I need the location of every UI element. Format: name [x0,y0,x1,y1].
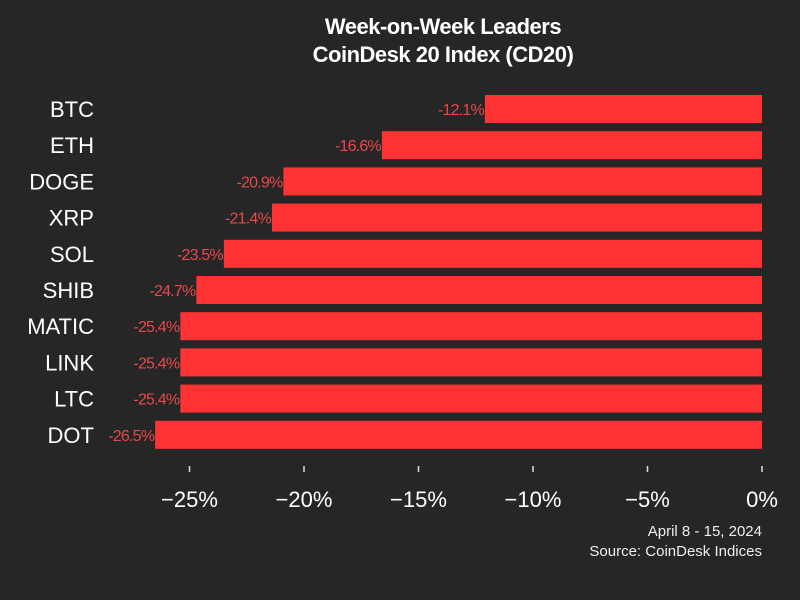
category-label: MATIC [27,314,94,339]
category-label: LTC [54,387,94,412]
category-label: SHIB [43,278,94,303]
bar-matic [180,312,763,341]
bar-eth [381,131,762,160]
bar-xrp [271,203,762,232]
data-label: -20.9% [236,174,282,191]
category-label: XRP [49,206,94,231]
chart-subtitle: CoinDesk 20 Index (CD20) [312,42,574,67]
data-label: -23.5% [177,247,223,264]
x-tick-label: −20% [276,487,333,512]
data-label: -25.4% [133,319,179,336]
data-label: -25.4% [133,355,179,372]
chart-title: Week-on-Week Leaders [324,14,562,39]
data-label: -24.7% [149,283,195,300]
category-label: BTC [50,97,94,122]
date-range: April 8 - 15, 2024 [647,523,762,540]
bar-dot [155,420,762,449]
bar-btc [484,95,762,123]
data-label: -12.1% [438,102,484,119]
x-tick-label: −15% [390,487,447,512]
bar-doge [283,167,762,196]
category-label: DOGE [29,169,94,194]
x-tick-label: −5% [625,487,670,512]
x-tick-label: 0% [746,487,778,512]
data-label: -21.4% [225,211,271,228]
category-label: LINK [45,350,94,375]
bar-ltc [180,384,763,413]
category-label: SOL [50,242,94,267]
data-label: -26.5% [108,428,154,445]
category-label: DOT [48,423,94,448]
bar-link [180,348,763,377]
category-label: ETH [50,133,94,158]
data-label: -25.4% [133,392,179,409]
source-note: Source: CoinDesk Indices [589,543,762,560]
bar-sol [223,239,763,268]
x-tick-label: −10% [505,487,562,512]
bar-shib [196,276,762,304]
x-tick-label: −25% [161,487,218,512]
data-label: -16.6% [335,138,381,155]
